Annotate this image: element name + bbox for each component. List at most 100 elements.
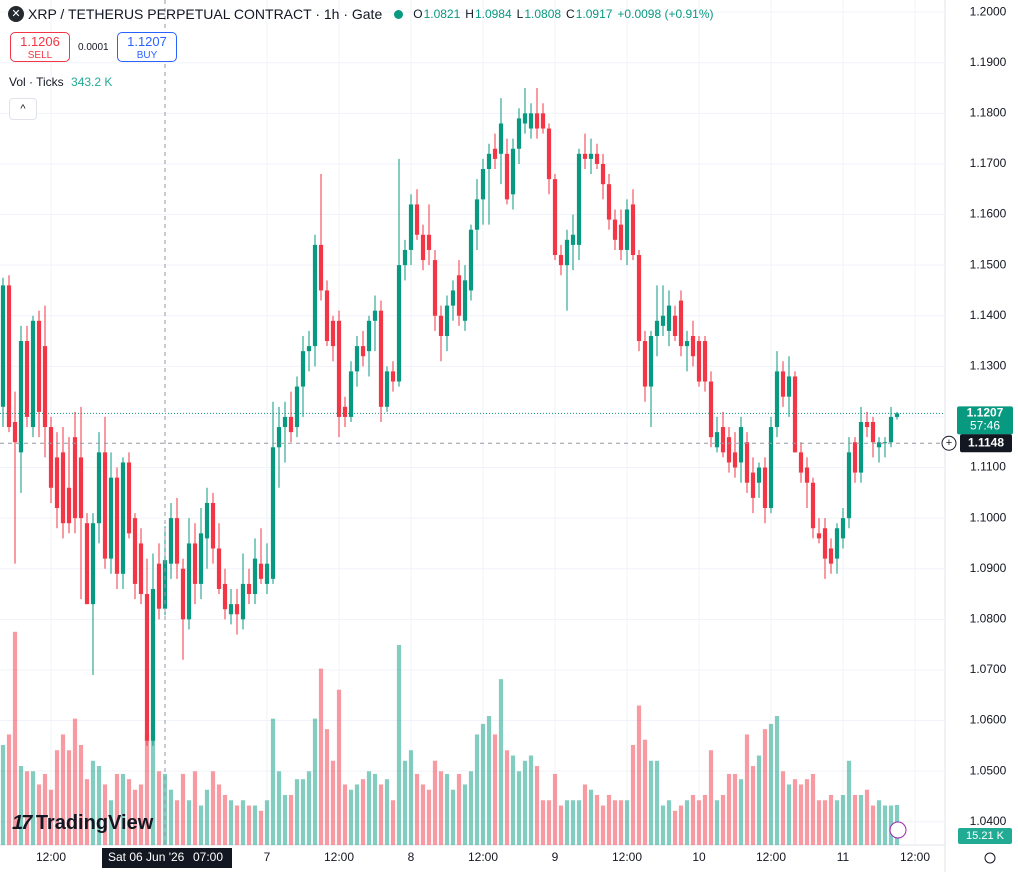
volume-bar <box>780 771 786 845</box>
y-tick-label: 1.0600 <box>970 713 1007 727</box>
candle-body <box>888 416 894 443</box>
ohlc-legend: O1.0821 H1.0984 L1.0808 C1.0917 +0.0098 (+0.… <box>413 7 713 21</box>
volume-bar <box>654 760 660 845</box>
candle-body <box>108 477 114 559</box>
volume-bar <box>318 668 324 845</box>
candle-body <box>570 234 576 245</box>
candle-body <box>852 442 858 473</box>
y-tick-label: 1.1600 <box>970 207 1007 221</box>
candle-body <box>540 113 546 129</box>
candle-body <box>348 371 354 417</box>
candle-body <box>444 305 450 336</box>
volume-bar <box>216 784 222 845</box>
y-tick-label: 1.0700 <box>970 662 1007 676</box>
buy-button[interactable]: 1.1207 BUY <box>117 32 177 62</box>
x-tick-label: 7 <box>264 850 271 864</box>
y-tick-label: 1.2000 <box>970 4 1007 18</box>
volume-bar <box>156 771 162 845</box>
volume-bar <box>192 771 198 845</box>
collapse-button[interactable]: ^ <box>9 98 37 120</box>
candle-body <box>246 583 252 595</box>
candle-body <box>426 234 432 250</box>
candle-body <box>132 518 138 584</box>
volume-bar <box>288 794 294 845</box>
sell-button[interactable]: 1.1206 SELL <box>10 32 70 62</box>
volume-bar <box>744 734 750 845</box>
volume-bar <box>804 779 810 845</box>
settings-icon[interactable] <box>984 852 996 864</box>
candle-body <box>726 437 732 463</box>
volume-bar <box>252 805 258 845</box>
candle-body <box>654 320 660 336</box>
candle-body <box>438 315 444 336</box>
volume-bar <box>330 760 336 845</box>
volume-bar <box>12 631 18 845</box>
volume-bar <box>120 773 126 845</box>
volume-total: 343.2 K <box>71 75 113 89</box>
candle-body <box>834 528 840 559</box>
volume-bar <box>822 800 828 845</box>
volume-bar <box>174 800 180 845</box>
ohlc-key: C <box>566 7 575 21</box>
volume-bar <box>48 789 54 845</box>
ohlc-key: O <box>413 7 423 21</box>
volume-bar <box>138 784 144 845</box>
volume-bar <box>30 771 36 845</box>
crosshair-price-tag <box>960 434 1012 453</box>
volume-bar <box>186 800 192 845</box>
title[interactable]: XRP / TETHERUS PERPETUAL CONTRACT · 1h ·… <box>28 6 383 22</box>
candle-body <box>840 518 846 539</box>
volume-bar <box>612 800 618 845</box>
candle-body <box>738 427 744 463</box>
candle-body <box>624 209 630 250</box>
volume-bar <box>84 779 90 845</box>
candle-body <box>774 371 780 428</box>
candle-body <box>816 533 822 539</box>
candle-body <box>396 265 402 382</box>
candle-body <box>192 543 198 584</box>
volume-bar <box>390 800 396 845</box>
volume-bar <box>726 773 732 845</box>
x-tick-label: 10 <box>692 850 706 864</box>
y-tick-label: 1.0900 <box>970 561 1007 575</box>
volume-bar <box>738 779 744 845</box>
buy-price: 1.1207 <box>127 34 167 49</box>
volume-bar <box>240 800 246 845</box>
candle-body <box>384 371 390 407</box>
candle-body <box>210 502 216 549</box>
volume-bar <box>840 794 846 845</box>
volume-bar <box>786 784 792 845</box>
candle-body <box>378 310 384 407</box>
candle-body <box>54 457 60 509</box>
candle-body <box>630 204 636 256</box>
volume-bar <box>858 794 864 845</box>
volume-bar <box>114 773 120 845</box>
brand: 17 TradingView <box>12 812 153 835</box>
volume-bar <box>588 789 594 845</box>
volume-bar <box>696 800 702 845</box>
spread: 0.0001 <box>78 42 109 53</box>
volume-bar <box>126 779 132 845</box>
ohlc-value: 1.0821 <box>423 7 461 21</box>
volume-bar <box>798 784 804 845</box>
x-tick-label: 12:00 <box>900 850 930 864</box>
volume-bar <box>276 771 282 845</box>
volume-bar <box>534 766 540 845</box>
candle-body <box>342 406 348 417</box>
volume-bar <box>204 789 210 845</box>
volume-tag <box>958 828 1012 844</box>
volume-bar <box>768 723 774 845</box>
candle-body <box>510 148 516 195</box>
y-tick-label: 1.1500 <box>970 257 1007 271</box>
status-dot <box>394 9 404 19</box>
x-tick-label: 12:00 <box>612 850 642 864</box>
candle-body <box>456 275 462 316</box>
candle-body <box>720 427 726 453</box>
volume-bar <box>882 805 888 845</box>
volume-bar <box>336 689 342 845</box>
volume-bar <box>414 773 420 845</box>
y-tick-label: 1.0800 <box>970 612 1007 626</box>
volume-bar <box>258 810 264 845</box>
candle-body <box>552 179 558 256</box>
candle-body <box>270 447 276 579</box>
